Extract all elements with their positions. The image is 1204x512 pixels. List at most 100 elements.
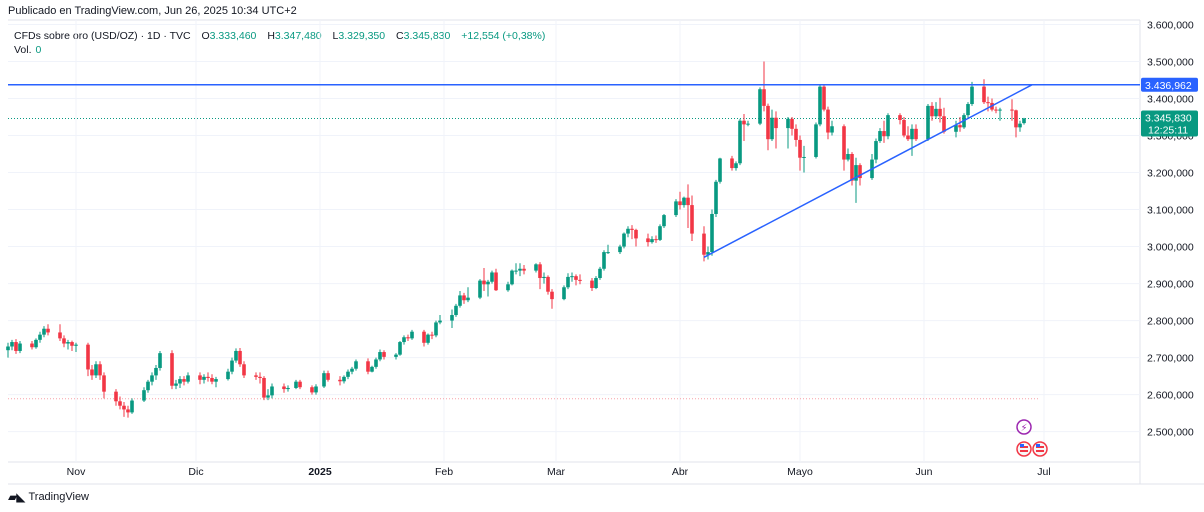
candle-body[interactable] xyxy=(622,233,626,247)
candle-body[interactable] xyxy=(770,117,774,140)
candle-body[interactable] xyxy=(482,280,486,285)
candle-body[interactable] xyxy=(38,334,42,340)
candle-body[interactable] xyxy=(114,391,118,402)
candle-body[interactable] xyxy=(242,364,246,376)
candle-body[interactable] xyxy=(538,264,542,279)
candle-body[interactable] xyxy=(730,158,734,169)
candle-body[interactable] xyxy=(178,379,182,384)
candle-body[interactable] xyxy=(958,125,962,128)
candle-body[interactable] xyxy=(618,246,622,253)
candle-body[interactable] xyxy=(430,334,434,336)
candle-body[interactable] xyxy=(934,108,938,117)
candle-body[interactable] xyxy=(346,371,350,377)
candle-body[interactable] xyxy=(926,105,930,140)
candle-body[interactable] xyxy=(1010,109,1014,111)
candle-body[interactable] xyxy=(594,278,598,289)
candle-body[interactable] xyxy=(994,109,998,111)
candle-body[interactable] xyxy=(378,352,382,360)
candle-body[interactable] xyxy=(438,320,442,323)
candle-body[interactable] xyxy=(394,354,398,357)
candle-body[interactable] xyxy=(118,401,122,406)
candle-body[interactable] xyxy=(46,328,50,333)
candle-body[interactable] xyxy=(494,272,498,291)
candle-body[interactable] xyxy=(1022,118,1026,124)
candle-body[interactable] xyxy=(338,379,342,382)
candle-body[interactable] xyxy=(158,353,162,368)
candle-body[interactable] xyxy=(942,116,946,132)
candle-body[interactable] xyxy=(142,390,146,401)
candle-body[interactable] xyxy=(686,197,690,206)
candle-body[interactable] xyxy=(798,139,802,158)
candle-body[interactable] xyxy=(70,342,74,346)
candle-body[interactable] xyxy=(706,252,710,255)
candle-body[interactable] xyxy=(902,119,906,136)
candle-body[interactable] xyxy=(522,268,526,271)
candle-body[interactable] xyxy=(574,276,578,280)
candle-body[interactable] xyxy=(126,409,130,413)
candle-body[interactable] xyxy=(146,381,150,391)
candle-body[interactable] xyxy=(234,350,238,361)
candle-body[interactable] xyxy=(254,375,258,377)
candle-body[interactable] xyxy=(454,305,458,316)
candle-body[interactable] xyxy=(762,89,766,106)
candle-body[interactable] xyxy=(998,109,1002,111)
candle-body[interactable] xyxy=(410,331,414,339)
candle-body[interactable] xyxy=(270,386,274,396)
candle-body[interactable] xyxy=(326,373,330,380)
candle-body[interactable] xyxy=(262,377,266,398)
candle-body[interactable] xyxy=(650,239,654,243)
candle-body[interactable] xyxy=(298,381,302,388)
candle-body[interactable] xyxy=(914,128,918,140)
candle-body[interactable] xyxy=(74,344,78,346)
candle-body[interactable] xyxy=(646,238,650,243)
candle-body[interactable] xyxy=(10,342,14,347)
candle-body[interactable] xyxy=(66,342,70,344)
candle-body[interactable] xyxy=(850,154,854,181)
candle-body[interactable] xyxy=(506,284,510,291)
candle-body[interactable] xyxy=(598,268,602,279)
symbol-name[interactable]: CFDs sobre oro (USD/OZ) · 1D · TVC xyxy=(14,30,191,42)
candle-body[interactable] xyxy=(626,228,630,234)
candle-body[interactable] xyxy=(238,350,242,365)
candle-body[interactable] xyxy=(662,215,666,227)
candle-body[interactable] xyxy=(734,163,738,169)
candle-body[interactable] xyxy=(578,279,582,281)
candle-body[interactable] xyxy=(62,338,66,344)
candle-body[interactable] xyxy=(510,270,514,285)
candle-body[interactable] xyxy=(374,359,378,367)
candle-body[interactable] xyxy=(690,205,694,234)
candle-body[interactable] xyxy=(286,387,290,390)
candle-body[interactable] xyxy=(198,375,202,380)
candle-body[interactable] xyxy=(766,105,770,140)
candle-body[interactable] xyxy=(542,276,546,279)
candle-body[interactable] xyxy=(402,337,406,343)
candle-body[interactable] xyxy=(206,376,210,378)
lightning-event-icon[interactable] xyxy=(1016,419,1032,435)
candle-body[interactable] xyxy=(18,343,22,351)
candle-body[interactable] xyxy=(794,128,798,140)
candle-body[interactable] xyxy=(982,86,986,103)
candle-body[interactable] xyxy=(682,197,686,206)
candle-body[interactable] xyxy=(202,376,206,380)
candle-body[interactable] xyxy=(406,337,410,339)
candle-body[interactable] xyxy=(458,295,462,306)
candle-body[interactable] xyxy=(366,361,370,372)
candle-body[interactable] xyxy=(282,386,286,390)
candle-body[interactable] xyxy=(970,86,974,105)
candle-body[interactable] xyxy=(846,154,850,160)
candle-body[interactable] xyxy=(186,375,190,382)
candle-body[interactable] xyxy=(226,371,230,380)
candle-body[interactable] xyxy=(230,360,234,372)
candle-body[interactable] xyxy=(630,228,634,230)
candle-body[interactable] xyxy=(906,135,910,140)
candle-body[interactable] xyxy=(154,367,158,376)
candle-body[interactable] xyxy=(790,118,794,129)
candle-body[interactable] xyxy=(714,181,718,214)
candle-body[interactable] xyxy=(486,281,490,285)
candle-body[interactable] xyxy=(462,295,466,301)
candle-body[interactable] xyxy=(294,381,298,388)
candle-body[interactable] xyxy=(122,405,126,410)
candle-body[interactable] xyxy=(258,376,262,378)
candle-body[interactable] xyxy=(842,126,846,160)
